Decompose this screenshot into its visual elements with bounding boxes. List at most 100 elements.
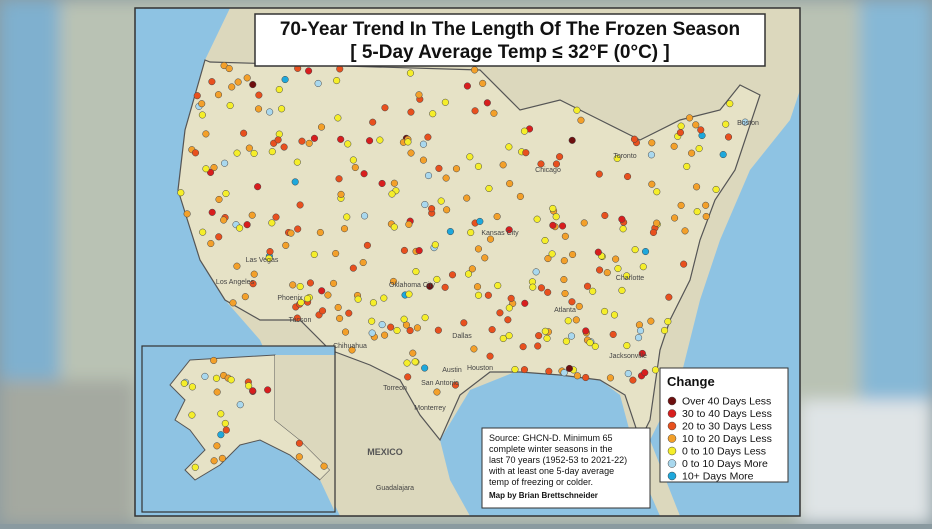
station-dot bbox=[504, 316, 512, 324]
station-dot bbox=[681, 227, 689, 235]
station-dot bbox=[199, 228, 207, 236]
station-dot bbox=[332, 249, 340, 258]
station-dot bbox=[692, 121, 700, 129]
station-dot bbox=[516, 192, 524, 201]
station-dot bbox=[631, 246, 639, 254]
station-dot bbox=[688, 149, 696, 157]
station-dot bbox=[467, 228, 475, 237]
station-dot bbox=[630, 135, 639, 143]
station-dot bbox=[552, 213, 560, 221]
station-dot bbox=[243, 221, 251, 229]
station-dot bbox=[296, 282, 304, 291]
place-label: Boston bbox=[737, 120, 759, 127]
station-dot bbox=[556, 153, 564, 161]
station-dot bbox=[612, 255, 620, 263]
station-dot bbox=[665, 293, 673, 301]
station-dot bbox=[452, 165, 461, 173]
station-dot bbox=[360, 170, 368, 178]
station-dot bbox=[268, 219, 276, 227]
station-dot bbox=[236, 401, 244, 409]
station-dot bbox=[217, 431, 225, 439]
station-dot bbox=[619, 225, 627, 233]
station-dot bbox=[202, 165, 210, 173]
station-dot bbox=[387, 323, 395, 331]
station-dot bbox=[293, 158, 301, 166]
station-dot bbox=[354, 295, 362, 303]
source-line: with at least one 5-day average bbox=[488, 466, 614, 476]
station-dot bbox=[648, 139, 656, 147]
station-dot bbox=[443, 206, 451, 214]
station-dot bbox=[582, 373, 590, 382]
station-dot bbox=[343, 213, 351, 221]
station-dot bbox=[378, 321, 386, 329]
station-dot bbox=[471, 107, 479, 115]
station-dot bbox=[490, 109, 498, 117]
station-dot bbox=[609, 330, 617, 338]
station-dot bbox=[415, 247, 423, 255]
station-dot bbox=[333, 77, 341, 85]
station-dot bbox=[463, 194, 471, 202]
place-label: Chicago bbox=[535, 167, 561, 174]
station-dot bbox=[222, 426, 230, 434]
station-dot bbox=[248, 211, 256, 219]
station-dot bbox=[305, 139, 313, 147]
station-dot bbox=[635, 334, 643, 342]
station-dot bbox=[193, 92, 201, 100]
station-dot bbox=[618, 215, 626, 223]
station-dot bbox=[207, 239, 215, 248]
station-dot bbox=[412, 268, 420, 276]
station-dot bbox=[227, 376, 235, 384]
station-dot bbox=[428, 205, 436, 213]
place-label: Austin bbox=[442, 367, 462, 374]
station-dot bbox=[390, 179, 398, 187]
station-dot bbox=[336, 314, 344, 322]
station-dot bbox=[433, 388, 441, 396]
station-dot bbox=[349, 264, 357, 272]
station-dot bbox=[191, 463, 199, 471]
station-dot bbox=[264, 386, 272, 394]
station-dot bbox=[624, 370, 632, 378]
station-dot bbox=[266, 248, 274, 256]
station-dot bbox=[310, 134, 319, 142]
station-dot bbox=[561, 289, 569, 298]
station-dot bbox=[324, 291, 332, 299]
station-dot bbox=[400, 246, 408, 254]
station-dot bbox=[474, 245, 483, 253]
place-label: Oklahoma City bbox=[389, 282, 435, 289]
station-dot bbox=[421, 364, 429, 372]
station-dot bbox=[470, 345, 478, 353]
station-dot bbox=[265, 254, 273, 262]
station-dot bbox=[335, 175, 343, 183]
title-box bbox=[254, 13, 766, 67]
station-dot bbox=[415, 91, 423, 99]
station-dot bbox=[545, 367, 553, 375]
station-dot bbox=[240, 129, 248, 137]
station-dot bbox=[275, 85, 283, 94]
station-dot bbox=[520, 366, 529, 374]
station-dot bbox=[451, 381, 459, 389]
station-dot bbox=[624, 172, 632, 181]
station-dot bbox=[250, 270, 258, 278]
station-dot bbox=[702, 212, 710, 221]
station-dot bbox=[407, 108, 415, 116]
place-label: Charlotte bbox=[616, 275, 645, 282]
legend-label: 0 to 10 Days More bbox=[682, 458, 768, 470]
station-dot bbox=[337, 135, 345, 143]
station-dot bbox=[464, 270, 473, 278]
station-dot bbox=[614, 265, 622, 273]
station-dot bbox=[389, 277, 398, 285]
station-dot bbox=[198, 100, 206, 108]
station-dot bbox=[670, 142, 678, 150]
inset-frame bbox=[141, 345, 336, 513]
station-dot bbox=[390, 223, 398, 231]
station-dot bbox=[407, 149, 415, 157]
station-dot bbox=[648, 180, 656, 188]
station-dot bbox=[618, 286, 626, 294]
station-dot bbox=[441, 283, 449, 291]
legend-swatch bbox=[667, 434, 677, 443]
station-dot bbox=[368, 329, 376, 337]
station-dot bbox=[281, 75, 289, 84]
station-dot bbox=[488, 326, 496, 334]
station-dot bbox=[544, 255, 552, 263]
station-dot bbox=[210, 356, 218, 364]
